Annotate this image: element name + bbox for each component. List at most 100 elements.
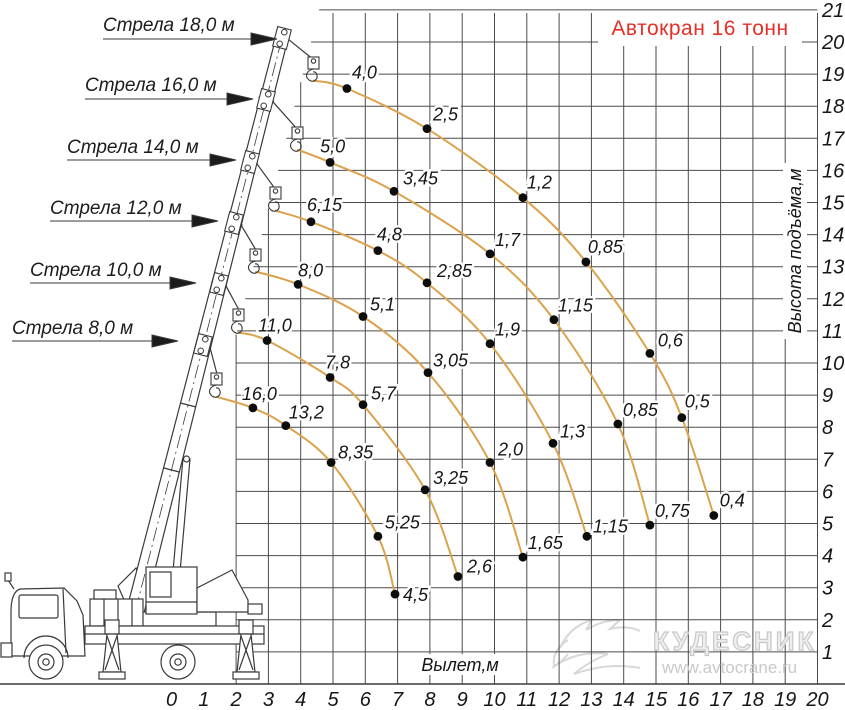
x-tick: 8: [424, 689, 435, 710]
boom-label-10m: Стрела 10,0 м: [30, 260, 162, 281]
crane-truck-drawing: [0, 26, 845, 685]
data-point: [453, 572, 463, 581]
y-tick: 3: [822, 578, 833, 600]
y-axis-title: Высота подъёма,м: [785, 169, 805, 334]
data-point: [293, 280, 303, 289]
y-tick: 1: [822, 642, 833, 664]
x-tick: 10: [483, 689, 505, 710]
capacity-curves: 4,0 2,5 1,2 0,85 0,6 0,5 0,4 5,0 3,45 1,7 1,15 0,85…: [215, 60, 747, 608]
y-tick: 17: [822, 128, 845, 150]
x-tick: 9: [457, 689, 468, 710]
x-tick: 12: [548, 689, 570, 710]
capacity-label: 2,6: [466, 557, 493, 577]
capacity-label: 5,1: [370, 295, 395, 315]
data-point: [358, 400, 368, 410]
x-tick: 3: [263, 689, 274, 710]
watermark-logo: [551, 618, 641, 675]
data-point: [281, 421, 291, 430]
boom-label-8m: Стрела 8,0 м: [12, 318, 134, 339]
capacity-label: 1,3: [560, 421, 585, 441]
machinery-housing: [196, 569, 249, 613]
capacity-label: 0,5: [685, 392, 711, 412]
capacity-label: 1,9: [495, 320, 520, 340]
y-tick: 11: [822, 321, 843, 343]
data-point: [485, 458, 495, 467]
y-tick: 13: [822, 257, 844, 279]
boom-label-arrows: [12, 32, 278, 348]
capacity-curve: [215, 395, 396, 595]
data-point: [518, 552, 528, 562]
capacity-label: 2,85: [436, 261, 473, 281]
capacity-label: 5,0: [320, 136, 345, 156]
axes: 0 1 2 3 4 5 6 7 8 9 10 11 12 13 14 15 16 17 18 19 2012345678…: [166, 0, 845, 710]
data-point: [325, 373, 335, 382]
x-tick: 14: [613, 689, 635, 710]
data-point: [582, 531, 592, 541]
boom-label-16m: Стрела 16,0 м: [85, 75, 217, 96]
capacity-label: 6,15: [307, 195, 343, 215]
capacity-label: 0,85: [623, 400, 659, 420]
data-point: [358, 312, 368, 321]
y-tick: 21: [821, 0, 844, 22]
y-tick: 14: [822, 225, 844, 247]
watermark-brand: КУДЕСНИК: [652, 625, 817, 656]
y-tick: 12: [822, 289, 844, 311]
capacity-label: 11,0: [258, 316, 292, 336]
x-tick: 16: [677, 689, 700, 710]
data-point: [306, 217, 316, 227]
y-tick: 16: [822, 160, 845, 182]
data-point: [325, 158, 335, 167]
data-point: [581, 257, 591, 267]
x-tick: 15: [645, 689, 668, 710]
capacity-label: 0,6: [658, 330, 684, 350]
capacity-label: 2,5: [432, 105, 459, 125]
chart-title-band: Автокран 16 тонн: [598, 12, 802, 46]
boom-label-14m: Стрела 14,0 м: [67, 137, 199, 158]
capacity-label: 2,0: [497, 440, 523, 460]
outrigger-front: [98, 619, 126, 680]
data-point: [422, 278, 432, 288]
front-wheel: [28, 644, 64, 680]
capacity-label: 8,0: [298, 260, 323, 280]
boom-label-18m: Стрела 18,0 м: [103, 15, 235, 36]
x-tick: 20: [805, 689, 828, 710]
capacity-label: 5,25: [385, 512, 421, 532]
capacity-label: 1,2: [527, 173, 552, 193]
capacity-curve: [296, 148, 651, 526]
data-point: [262, 336, 272, 345]
capacity-label: 0,75: [655, 501, 691, 521]
x-tick: 19: [774, 689, 796, 710]
y-tick: 9: [822, 385, 833, 407]
data-point: [677, 413, 687, 422]
capacity-label: 5,7: [371, 384, 397, 404]
y-tick: 19: [822, 64, 844, 86]
data-point: [645, 349, 655, 358]
capacity-label: 1,15: [593, 516, 629, 536]
capacity-label: 4,5: [403, 585, 429, 605]
capacity-label: 1,65: [528, 533, 564, 553]
y-tick: 18: [822, 96, 844, 118]
x-tick: 7: [392, 689, 404, 710]
capacity-label: 3,25: [433, 468, 469, 488]
boom-label-12m: Стрела 12,0 м: [50, 198, 182, 219]
x-tick: 18: [742, 689, 764, 710]
x-tick: 17: [709, 689, 732, 710]
capacity-label: 16,0: [242, 384, 277, 404]
data-point: [518, 193, 528, 203]
capacity-label: 3,05: [433, 351, 469, 371]
data-point: [423, 368, 433, 377]
x-tick: 0: [166, 689, 177, 710]
data-point: [709, 511, 719, 520]
watermark-url: www.avtocrane.ru: [662, 658, 798, 677]
x-tick: 2: [230, 689, 242, 710]
x-tick: 1: [198, 689, 209, 710]
y-tick: 2: [821, 610, 833, 632]
data-point: [485, 339, 495, 349]
y-tick: 8: [822, 417, 833, 439]
x-tick: 6: [360, 689, 372, 710]
data-point: [390, 589, 400, 599]
capacity-label: 7,8: [325, 352, 350, 372]
y-tick: 5: [822, 514, 834, 536]
